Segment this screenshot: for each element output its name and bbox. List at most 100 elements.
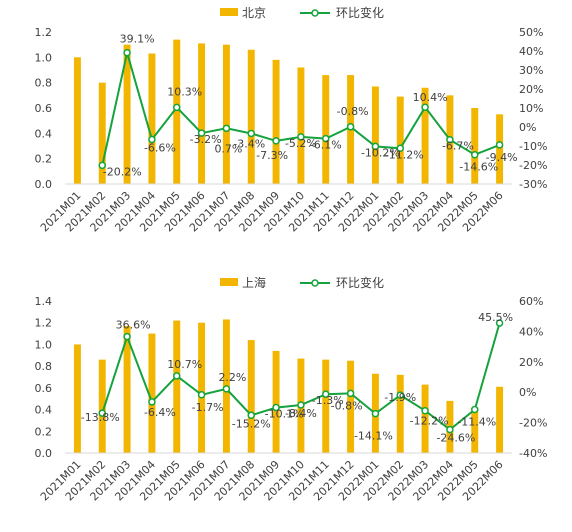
bar — [322, 75, 330, 184]
data-label: -14.1% — [354, 430, 393, 443]
data-label: -13.8% — [81, 411, 120, 424]
data-label: 10.7% — [167, 358, 202, 371]
line-marker — [322, 134, 330, 143]
data-label: -9.4% — [486, 151, 518, 164]
line-marker — [173, 103, 181, 112]
bar — [496, 114, 504, 184]
line-marker — [346, 389, 355, 398]
line-marker — [297, 133, 305, 141]
data-label: -0.8% — [337, 105, 369, 118]
right-tick-label: 40% — [519, 45, 543, 58]
left-axis: 0.0 0.2 0.4 0.6 0.8 1.0 1.2 1.4 — [35, 295, 53, 460]
bar — [471, 407, 479, 453]
left-tick-label: 0.0 — [35, 178, 53, 191]
data-label: 0.7% — [214, 142, 242, 155]
line-marker — [148, 135, 156, 144]
data-label: -14.6% — [459, 161, 498, 174]
right-tick-label: -20% — [519, 159, 547, 172]
data-label: 36.6% — [116, 319, 151, 332]
line-marker — [322, 390, 330, 398]
bar — [148, 53, 156, 185]
line-marker — [495, 141, 504, 149]
bar — [297, 67, 305, 184]
right-tick-label: 60% — [519, 295, 543, 308]
left-tick-label: 0.6 — [35, 102, 53, 115]
chart-panel-1: 北京 环比变化 0.0 0.2 0.4 0.6 0.8 1.0 1.2 50% 40% 30% 20% 1… — [35, 5, 548, 235]
legend-bar-swatch — [220, 8, 238, 16]
legend-bar-swatch — [220, 278, 238, 286]
legend-bar-label: 上海 — [242, 275, 266, 290]
line-marker — [247, 411, 255, 420]
data-label: 2.2% — [218, 371, 246, 384]
chart-panel-2: 上海 环比变化 0.0 0.2 0.4 0.6 0.8 1.0 1.2 1.4 60% 40% 20% 0… — [35, 275, 548, 504]
bar — [471, 108, 479, 184]
bar — [421, 87, 429, 184]
data-label: 39.1% — [120, 33, 155, 46]
right-tick-label: 20% — [519, 356, 543, 369]
line-marker — [396, 391, 404, 399]
bar-series — [73, 39, 504, 185]
line-marker — [148, 398, 156, 406]
left-tick-label: 0.4 — [35, 404, 53, 417]
line-marker — [123, 332, 131, 341]
bar — [98, 82, 106, 184]
right-tick-label: 0% — [519, 386, 536, 399]
left-tick-label: 1.4 — [35, 295, 53, 308]
data-label: -6.4% — [144, 406, 176, 419]
line-marker — [471, 405, 479, 414]
data-label: -6.1% — [310, 139, 342, 152]
data-label: -6.6% — [144, 142, 176, 155]
line-marker — [197, 129, 206, 137]
data-label: -5.2% — [285, 137, 317, 150]
data-label: -0.8% — [331, 399, 363, 412]
legend-bar-label: 北京 — [242, 6, 266, 20]
right-tick-label: -10% — [519, 140, 547, 153]
data-label: -11.2% — [385, 148, 424, 161]
left-tick-label: 0.2 — [35, 425, 53, 438]
bar — [421, 384, 429, 453]
left-axis: 0.0 0.2 0.4 0.6 0.8 1.0 1.2 — [35, 26, 53, 191]
line-marker — [98, 161, 106, 170]
bar — [396, 96, 404, 184]
data-label: -10.1% — [265, 408, 304, 421]
line-marker — [123, 48, 131, 57]
line-marker — [297, 401, 305, 409]
bar — [247, 49, 255, 184]
right-axis: 50% 40% 30% 20% 10% 0% -10% -20% -30% — [519, 26, 547, 191]
line-marker — [173, 372, 181, 380]
bar — [73, 344, 81, 453]
right-tick-label: -40% — [519, 447, 547, 460]
data-labels: -20.2% 39.1% -6.6% 10.3% -3.2%0.7%-3.4%-7.3%… — [103, 33, 518, 179]
line-marker — [222, 124, 231, 133]
left-tick-label: 1.2 — [35, 26, 53, 39]
data-label: -20.2% — [103, 165, 142, 178]
line-marker — [222, 385, 231, 393]
right-tick-label: 10% — [519, 102, 543, 115]
legend-line-label: 环比变化 — [336, 5, 384, 20]
data-label: -3.4% — [233, 137, 265, 150]
left-tick-label: 0.2 — [35, 153, 53, 166]
bar — [123, 44, 131, 184]
right-tick-label: 30% — [519, 64, 543, 77]
data-label: -15.2% — [232, 417, 271, 430]
bar — [148, 333, 156, 453]
line-marker — [98, 409, 106, 417]
line-markers — [98, 319, 504, 434]
legend: 北京 环比变化 — [220, 5, 384, 20]
line-markers — [98, 48, 504, 170]
bar — [173, 39, 181, 184]
data-label: -1.3% — [312, 394, 344, 407]
left-tick-label: 1.0 — [35, 51, 53, 64]
data-label: -1.7% — [192, 401, 224, 414]
data-label: 45.5% — [478, 311, 513, 324]
bar — [396, 374, 404, 453]
line-marker — [197, 391, 206, 399]
line-marker — [446, 135, 454, 144]
bar — [198, 43, 206, 185]
left-tick-label: 0.8 — [35, 77, 53, 90]
data-label: -3.2% — [190, 133, 222, 146]
line-marker — [272, 403, 280, 412]
line-marker — [495, 319, 504, 327]
bar — [173, 320, 181, 453]
